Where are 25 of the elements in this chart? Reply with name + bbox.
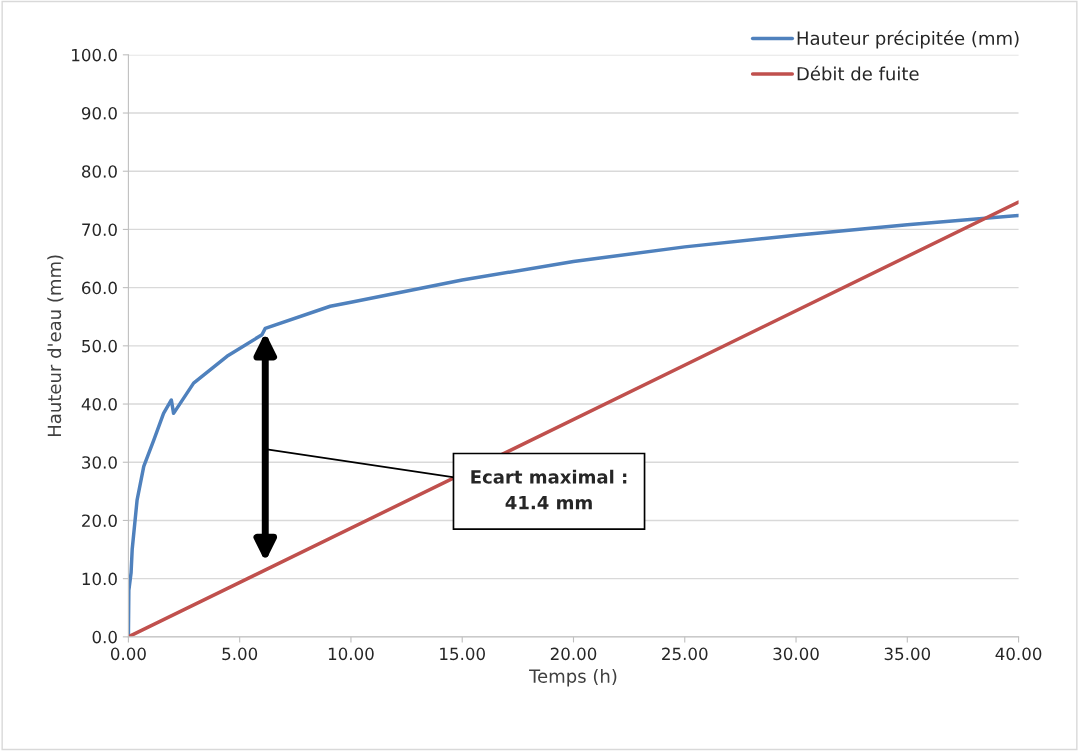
y-tick-label: 20.0 bbox=[82, 514, 117, 528]
x-tick-label: 40.00 bbox=[995, 647, 1042, 661]
y-tick-label: 30.0 bbox=[82, 456, 117, 469]
legend-label: Débit de fuite bbox=[797, 65, 919, 81]
y-tick-label: 50.0 bbox=[82, 339, 117, 353]
x-tick-label: 25.00 bbox=[662, 647, 708, 661]
x-axis-title: Temps (h) bbox=[529, 668, 617, 687]
x-tick-label: 20.00 bbox=[550, 647, 597, 661]
y-tick-label: 100.0 bbox=[72, 48, 117, 62]
x-tick-label: 15.00 bbox=[440, 647, 485, 661]
x-tick-label: 0.00 bbox=[110, 647, 146, 661]
x-tick-label: 30.00 bbox=[773, 647, 819, 661]
y-tick-label: 70.0 bbox=[82, 223, 117, 236]
annotation: Ecart maximal : 41.4 mm bbox=[471, 469, 627, 510]
x-tick-label: 10.00 bbox=[328, 647, 374, 661]
y-tick-label: 0.0 bbox=[92, 630, 117, 644]
y-tick-label: 60.0 bbox=[82, 281, 117, 295]
y-tick-label: 90.0 bbox=[81, 106, 117, 120]
y-tick-label: 80.0 bbox=[82, 165, 117, 178]
x-tick-label: 35.00 bbox=[884, 647, 931, 661]
x-tick-label: 5.00 bbox=[222, 647, 258, 661]
y-tick-label: 10.0 bbox=[82, 572, 117, 586]
y-axis-title: Hauteur d'eau (mm) bbox=[47, 255, 64, 437]
legend-label: Hauteur précipitée (mm) bbox=[797, 30, 1019, 49]
y-tick-label: 40.0 bbox=[81, 398, 117, 411]
